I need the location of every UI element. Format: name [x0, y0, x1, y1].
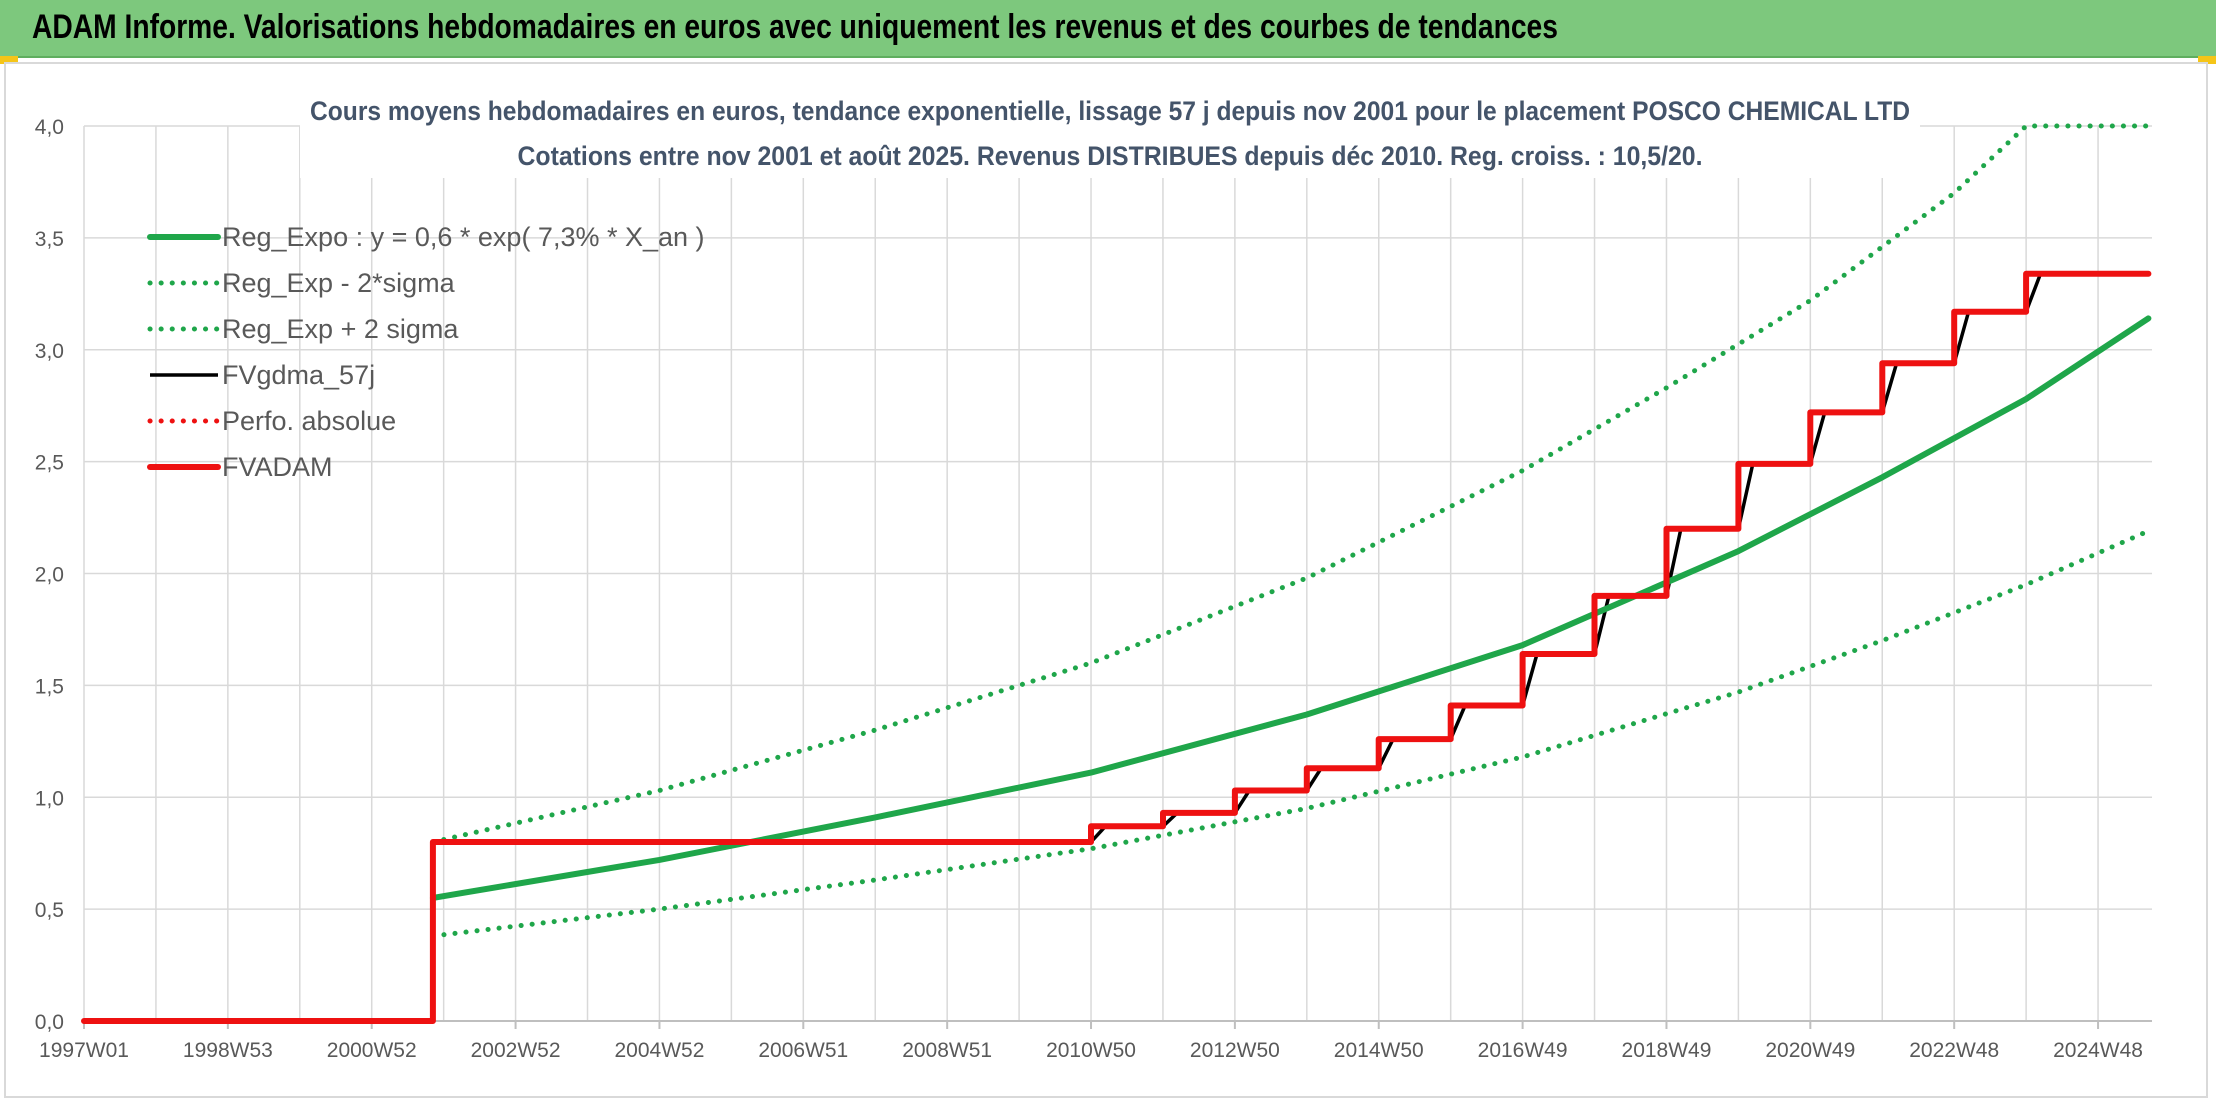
x-tick-label: 2002W52	[471, 1039, 561, 1062]
series-line-2	[430, 123, 2151, 845]
chart-title: Cours moyens hebdomadaires en euros, ten…	[310, 96, 1910, 126]
x-tick-label: 2014W50	[1334, 1039, 1424, 1062]
legend-label: Perfo. absolue	[222, 406, 396, 436]
x-tick-label: 2022W48	[1909, 1039, 1999, 1062]
x-tick-label: 2020W49	[1765, 1039, 1855, 1062]
x-tick-label: 2004W52	[614, 1039, 704, 1062]
x-tick-label: 1997W01	[39, 1039, 129, 1062]
series	[81, 123, 2152, 1024]
y-tick-label: 4,0	[35, 116, 64, 139]
y-tick-label: 2,0	[35, 564, 64, 587]
grid	[83, 125, 2152, 1022]
series-line-1	[430, 528, 2151, 939]
x-tick-label: 1998W53	[183, 1039, 273, 1062]
chart-subtitle: Cotations entre nov 2001 et août 2025. R…	[518, 141, 1703, 171]
x-tick-label: 2024W48	[2053, 1039, 2143, 1062]
page-title: ADAM Informe. Valorisations hebdomadaire…	[32, 8, 1558, 46]
y-tick-label: 0,5	[35, 899, 64, 922]
corner-marker	[2198, 56, 2216, 64]
x-tick-label: 2006W51	[758, 1039, 848, 1062]
x-tick-label: 2000W52	[327, 1039, 417, 1062]
legend-label: Reg_Exp - 2*sigma	[222, 268, 456, 298]
y-tick-label: 1,0	[35, 787, 64, 810]
x-tick-label: 2018W49	[1622, 1039, 1712, 1062]
page-header: ADAM Informe. Valorisations hebdomadaire…	[0, 0, 2216, 58]
x-tick-label: 2010W50	[1046, 1039, 1136, 1062]
legend-label: Reg_Exp + 2 sigma	[222, 314, 459, 344]
title-background	[300, 96, 1920, 178]
chart-frame	[4, 62, 2208, 1098]
legend-label: FVADAM	[222, 452, 333, 482]
legend-label: FVgdma_57j	[222, 360, 375, 390]
x-tick-label: 2012W50	[1190, 1039, 1280, 1062]
x-tick-label: 2008W51	[902, 1039, 992, 1062]
series-line-0	[429, 315, 2152, 901]
x-tick-label: 2016W49	[1478, 1039, 1568, 1062]
y-tick-label: 1,5	[35, 675, 64, 698]
legend-label: Reg_Expo : y = 0,6 * exp( 7,3% * X_an )	[222, 222, 705, 252]
y-tick-label: 3,0	[35, 340, 64, 363]
y-tick-label: 2,5	[35, 452, 64, 475]
series-line-5	[81, 270, 2152, 1024]
legend: Reg_Expo : y = 0,6 * exp( 7,3% * X_an ) R…	[147, 222, 705, 482]
y-tick-label: 3,5	[35, 228, 64, 251]
y-tick-label: 0,0	[35, 1011, 64, 1034]
axes: 0,0 0,5 1,0 1,5 2,0 2,5 3,0 3,5 4,0 1997W01 1998W5…	[35, 116, 2152, 1062]
corner-marker	[0, 56, 18, 64]
